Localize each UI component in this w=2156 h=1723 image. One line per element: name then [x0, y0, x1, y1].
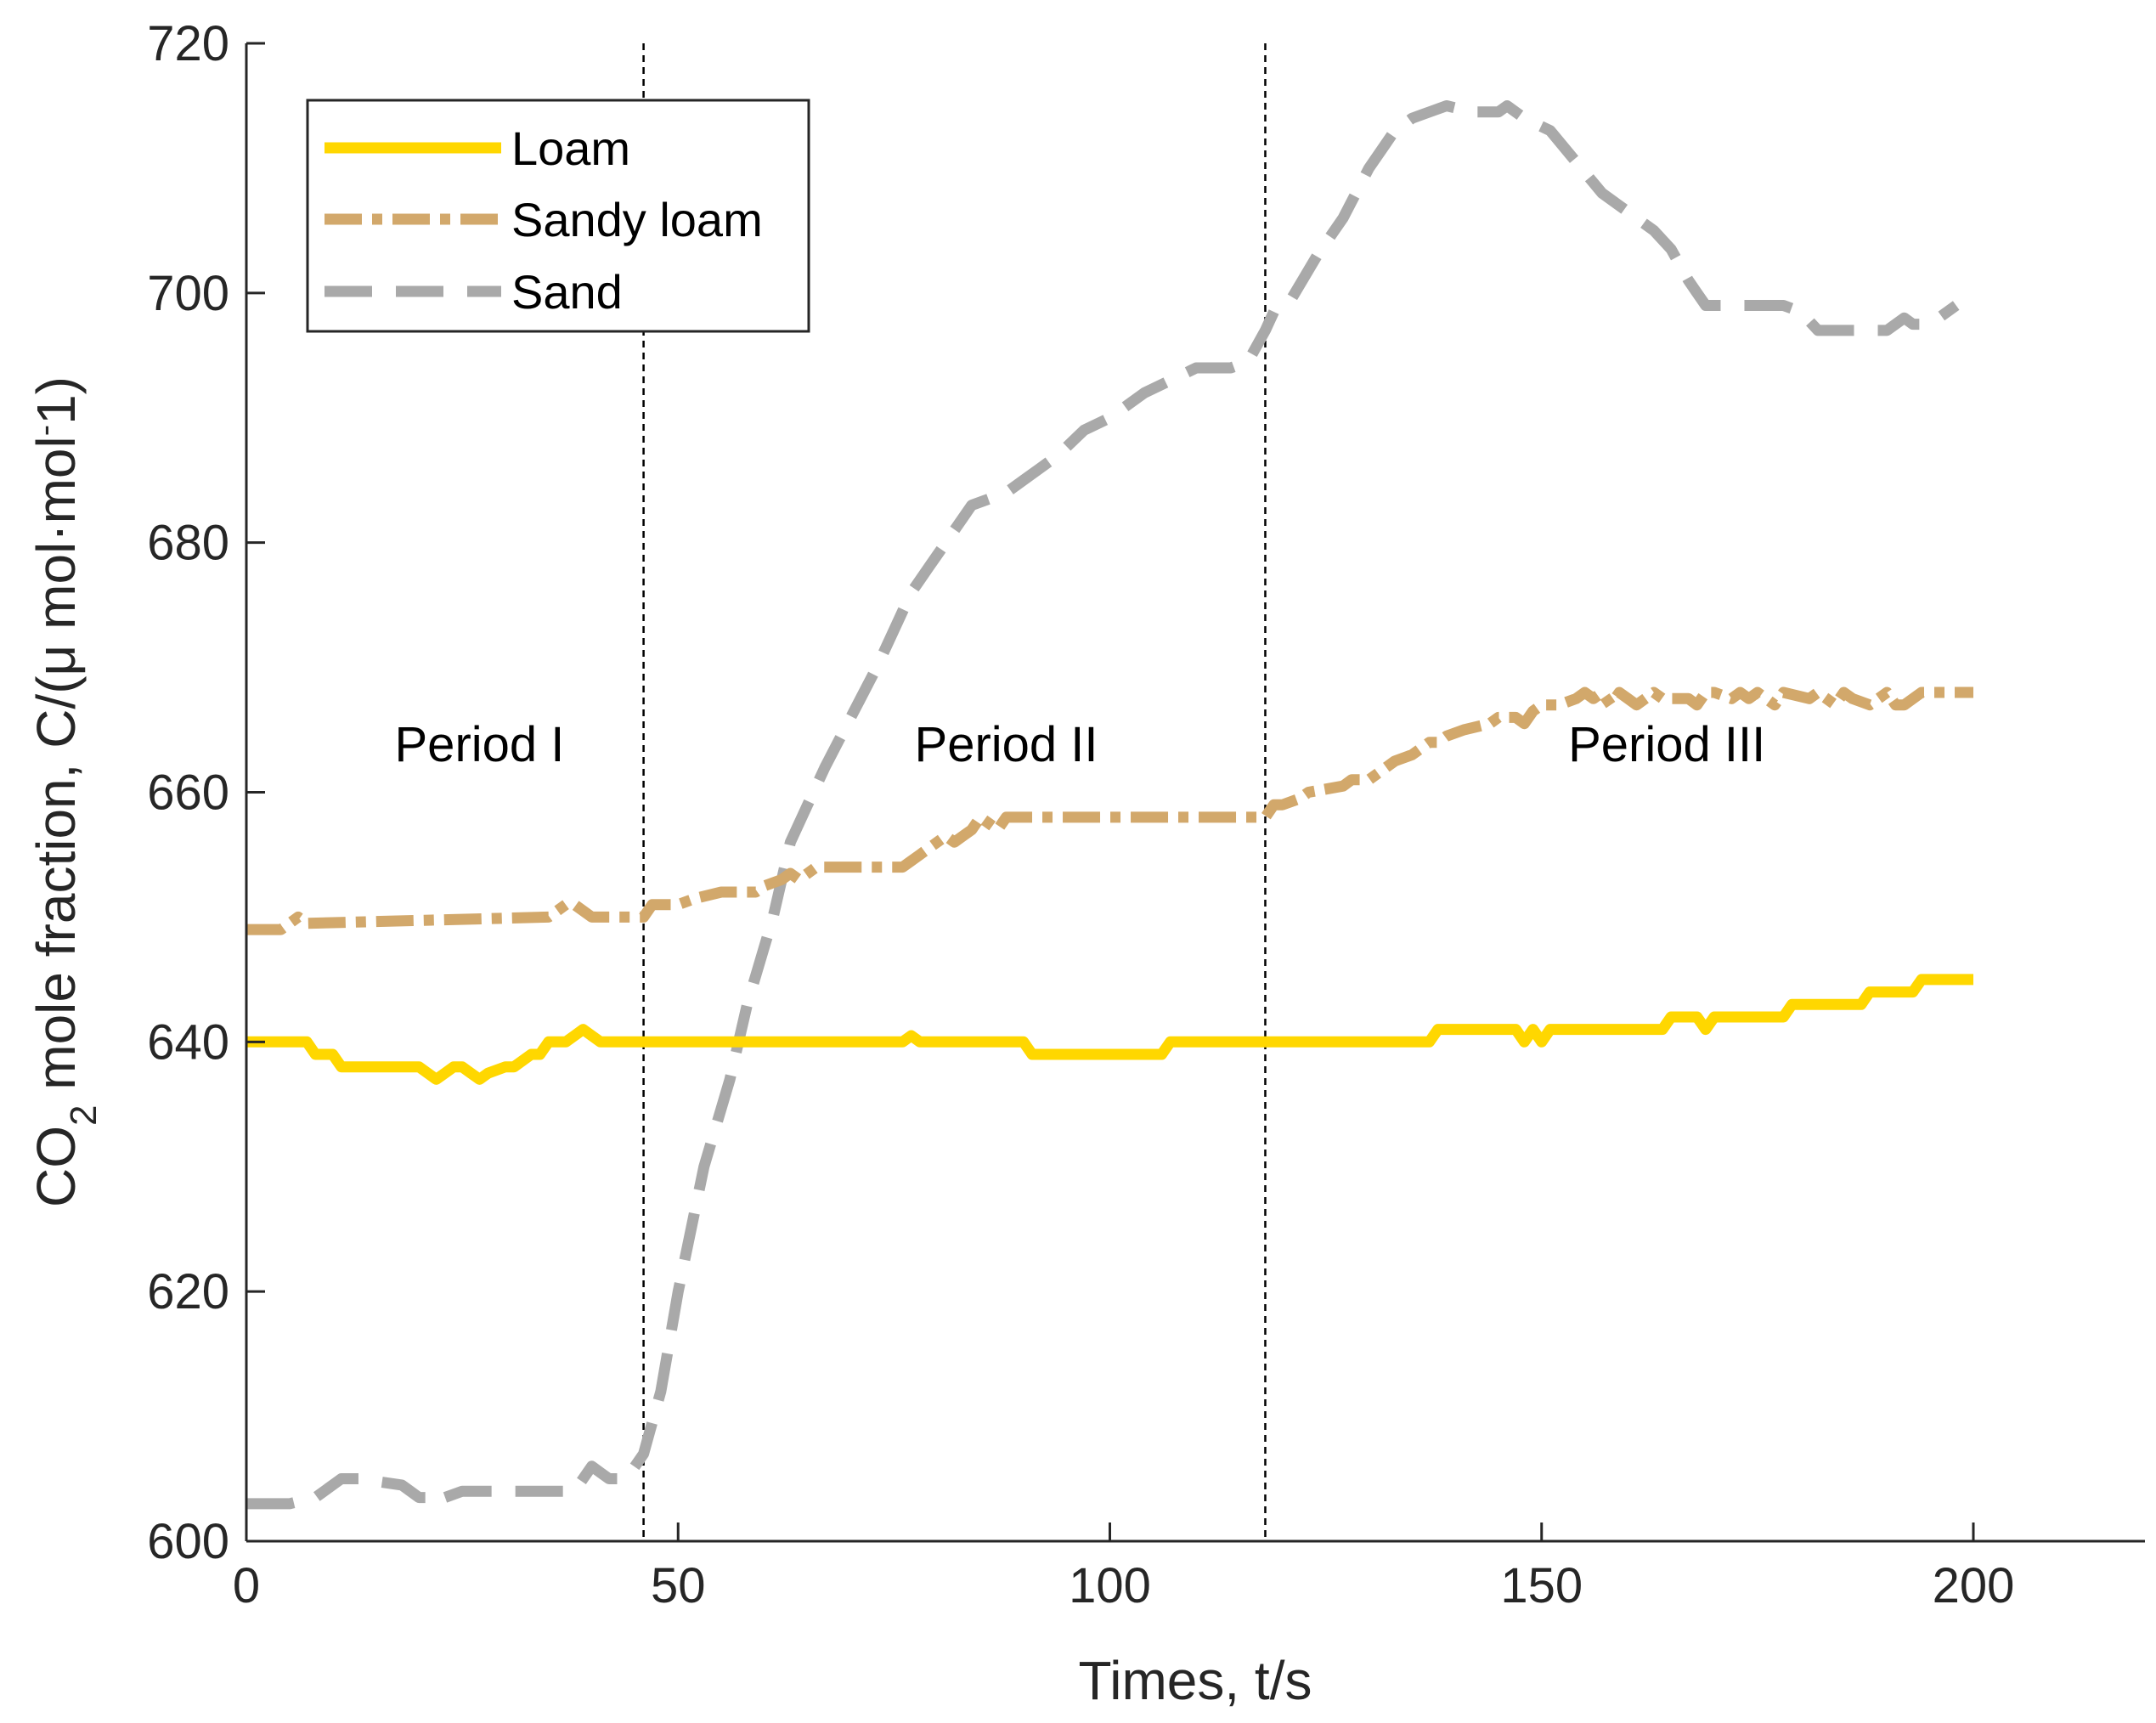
y-tick-label: 600 [147, 1514, 229, 1569]
legend-label-sandy-loam: Sandy loam [511, 193, 763, 246]
x-tick-label: 0 [233, 1558, 260, 1613]
y-axis-ticks: 600 620 640 660 680 700 720 [147, 16, 265, 1569]
x-axis-title: Times, t/s [1079, 1650, 1312, 1711]
y-axis-title-suffix: 1) [25, 376, 87, 425]
y-tick-label: 640 [147, 1014, 229, 1070]
x-tick-label: 200 [1933, 1558, 2015, 1613]
legend-label-loam: Loam [511, 121, 630, 175]
y-tick-label: 620 [147, 1264, 229, 1319]
x-axis-ticks: 0 50 100 150 200 [233, 1522, 2015, 1613]
legend-box [306, 99, 810, 333]
y-tick-label: 680 [147, 516, 229, 571]
series-line-loam [246, 974, 1973, 1085]
series-line-sandy-loam [246, 686, 1973, 935]
legend: Loam Sandy loam Sand [306, 99, 810, 333]
legend-label-sand: Sand [511, 265, 623, 319]
y-axis-title-prefix: CO [25, 1126, 87, 1207]
period-label: Period II [915, 717, 1098, 772]
x-tick-label: 50 [651, 1558, 706, 1613]
x-tick-label: 150 [1500, 1558, 1583, 1613]
series-layer [246, 100, 1973, 1510]
x-tick-label: 100 [1069, 1558, 1151, 1613]
y-axis-title-subscript: 2 [63, 1105, 104, 1126]
period-label: Period III [1568, 717, 1765, 772]
period-label: Period I [395, 717, 565, 772]
y-tick-label: 660 [147, 765, 229, 821]
y-axis-title-superscript: - [26, 425, 64, 436]
axes: 0 50 100 150 200 600 620 640 660 680 700 720 [147, 16, 2145, 1613]
y-axis-title: CO2 mole fraction, C/(μ mol·mol-1) [25, 376, 104, 1207]
period-annotations: Period I Period II Period III [395, 717, 1766, 772]
y-axis-title-main: mole fraction, C/(μ mol·mol [25, 436, 87, 1104]
y-tick-label: 700 [147, 266, 229, 321]
y-tick-label: 720 [147, 16, 229, 71]
series-line-sand [246, 100, 1960, 1510]
